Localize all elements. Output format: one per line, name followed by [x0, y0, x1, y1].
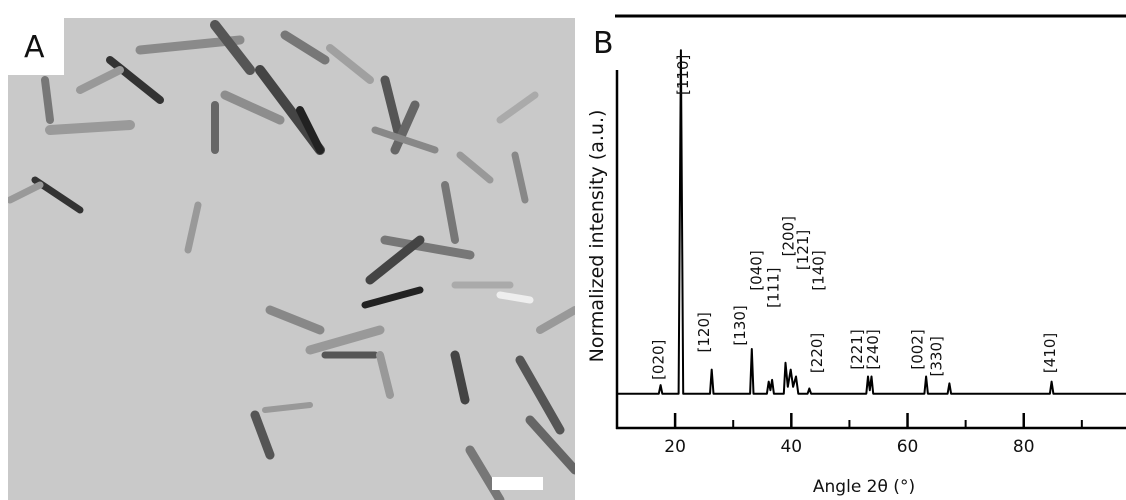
- peak-label: [040]: [747, 250, 765, 290]
- x-tick-label: 80: [1013, 437, 1035, 457]
- spectrum-line: [617, 49, 1126, 395]
- x-tick-label: 60: [897, 437, 919, 457]
- panel-label: B: [593, 26, 614, 61]
- peak-label: [111]: [764, 267, 782, 307]
- peak-label: [121]: [794, 230, 812, 270]
- micrograph: [8, 18, 575, 500]
- x-tick-label: 20: [664, 437, 686, 457]
- panel-label-box: [8, 18, 64, 75]
- peak-label: [240]: [864, 329, 882, 369]
- x-axis-label: Angle 2θ (°): [813, 477, 915, 497]
- peak-label: [220]: [808, 333, 826, 373]
- peak-label: [020]: [649, 340, 667, 380]
- panel-label: A: [24, 30, 45, 65]
- peak-label: [120]: [695, 312, 713, 352]
- peak-label: [330]: [928, 336, 946, 376]
- y-axis-label: Normalized intensity (a.u.): [586, 110, 608, 363]
- peak-label: [221]: [848, 329, 866, 369]
- micrograph-background: [8, 18, 575, 500]
- scale-bar: [492, 477, 543, 490]
- peak-label: [410]: [1041, 333, 1059, 373]
- peak-label: [140]: [810, 250, 828, 290]
- x-tick-label: 40: [780, 437, 802, 457]
- peak-label: [110]: [674, 55, 692, 95]
- peak-label: [130]: [731, 305, 749, 345]
- peak-label: [002]: [908, 329, 926, 369]
- peak-label: [200]: [779, 216, 797, 256]
- nanorods: [8, 20, 575, 500]
